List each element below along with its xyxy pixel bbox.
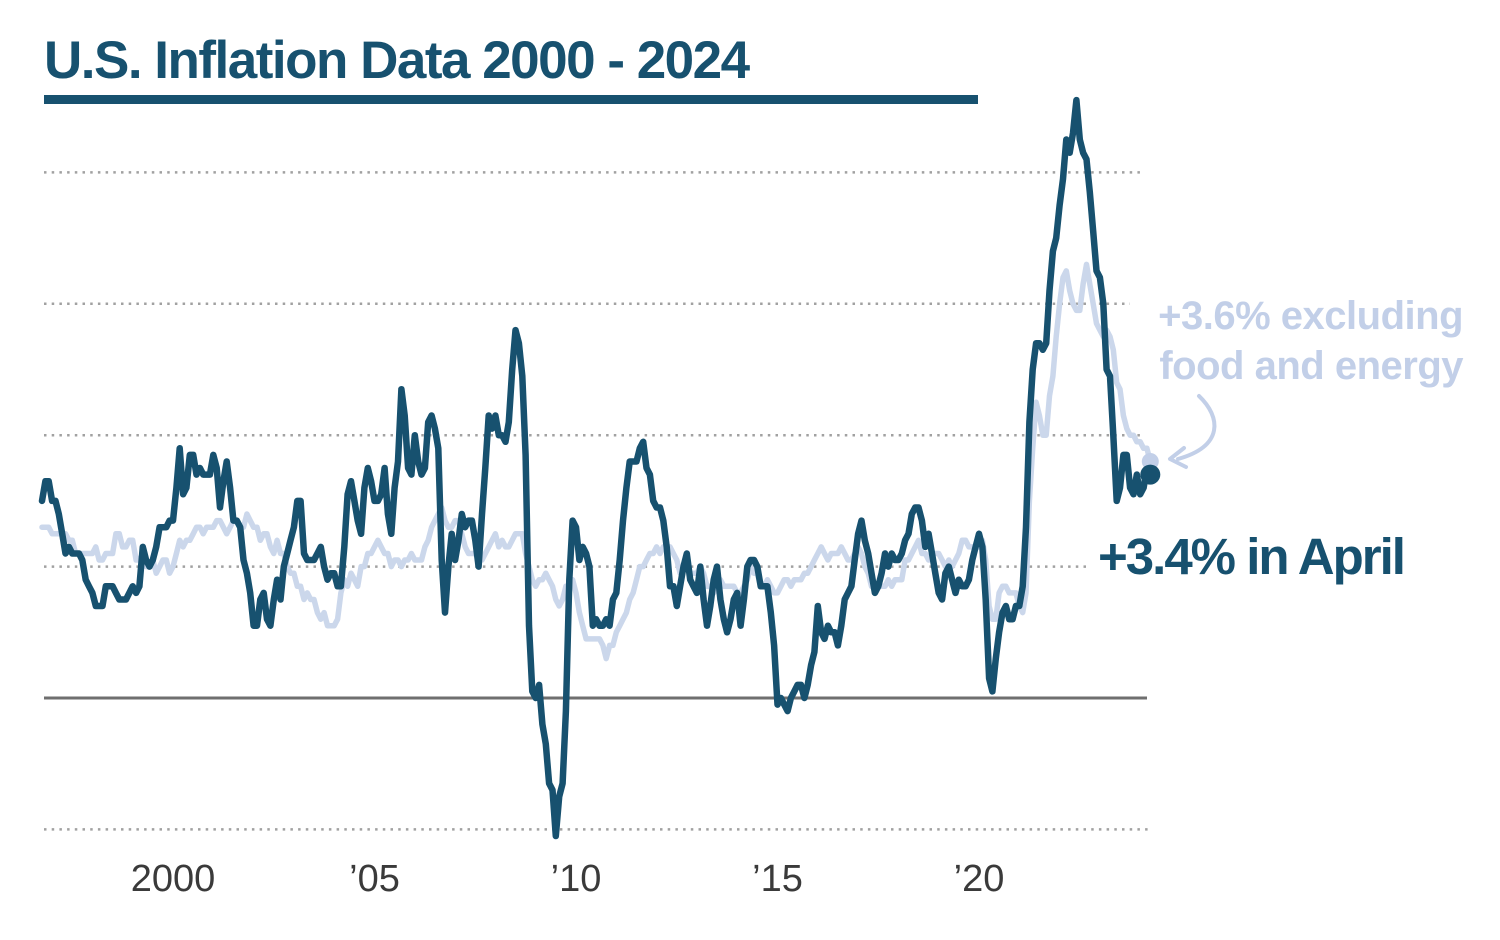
x-tick-2015: ’15	[752, 858, 803, 900]
core-annotation-line1: +3.6% excluding	[1158, 294, 1463, 338]
x-tick-2010: ’10	[550, 858, 602, 900]
x-tick-2020: ’20	[953, 858, 1005, 900]
core-annotation: +3.6% excluding food and energy	[1158, 291, 1463, 391]
headline-end-dot	[1140, 464, 1161, 485]
headline-annotation: +3.4% in April	[1098, 528, 1406, 585]
annotation-arrowhead	[1168, 446, 1188, 469]
headline-cpi-line	[38, 96, 1154, 840]
x-tick-2005: ’05	[349, 858, 400, 900]
core-cpi-line	[39, 261, 1154, 662]
x-tick-2000: 2000	[130, 858, 216, 900]
core-annotation-line2: food and energy	[1159, 344, 1463, 388]
annotation-arrow	[1176, 394, 1217, 461]
page-title: U.S. Inflation Data 2000 - 2024	[44, 31, 750, 90]
title-underline	[44, 95, 978, 104]
